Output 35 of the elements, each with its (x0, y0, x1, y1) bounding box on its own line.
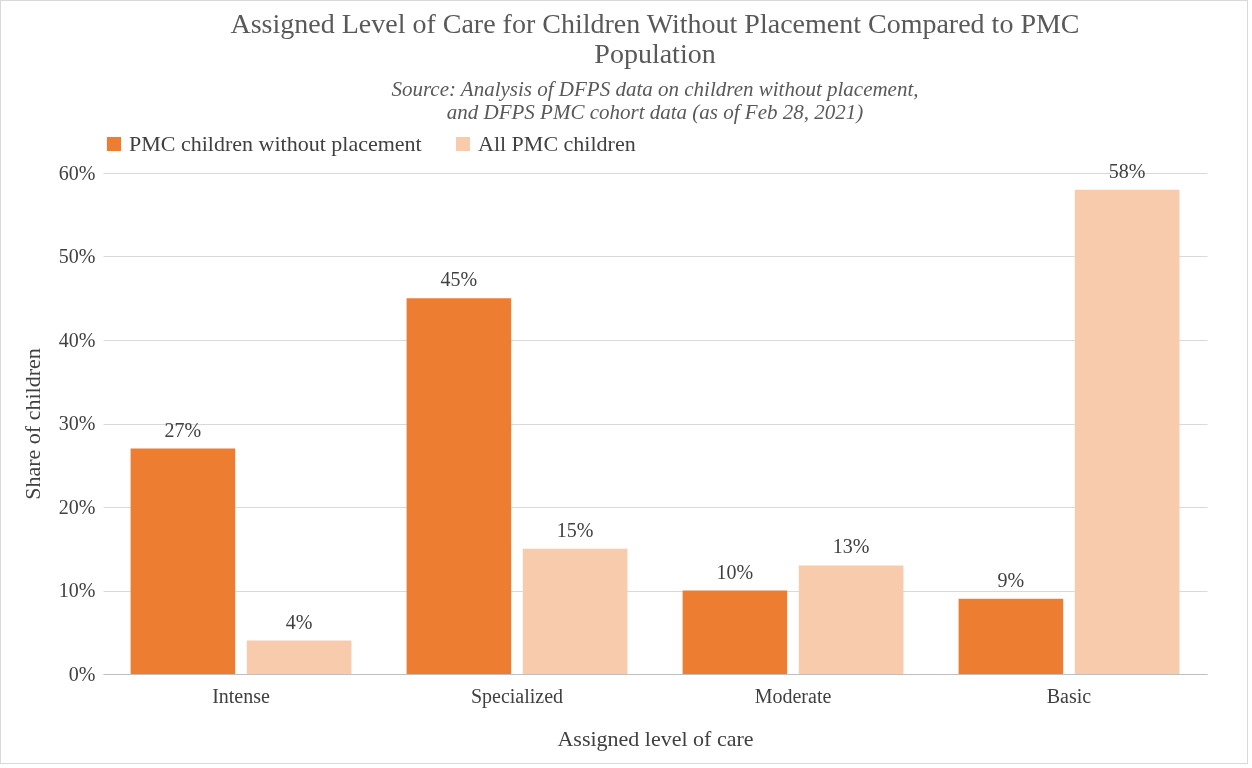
y-axis-title: Share of children (19, 348, 45, 500)
y-tick-label: 10% (58, 579, 96, 601)
bar (682, 590, 788, 674)
x-axis-title: Assigned level of care (557, 725, 754, 751)
text: Assigned Level of Care for Children Without Placement Compared to PMC (230, 8, 1080, 39)
bar (522, 548, 628, 674)
y-tick-label: 0% (68, 662, 96, 685)
x-tick-label: Specialized (470, 684, 564, 708)
bar (958, 598, 1064, 674)
text: and DFPS PMC cohort data (as of Feb 28, 2021) (446, 100, 864, 124)
y-tick-label: 50% (58, 245, 96, 267)
data-label: 15% (556, 518, 594, 541)
bar (406, 298, 512, 674)
text: Population (594, 38, 716, 69)
data-label: 4% (285, 610, 313, 633)
data-label: 27% (164, 418, 202, 441)
data-label: 13% (832, 535, 870, 558)
text: Source: Analysis of DFPS data on children without placement, (391, 77, 919, 101)
data-label: 9% (997, 568, 1025, 591)
data-label: 10% (716, 560, 754, 583)
bar (246, 640, 352, 674)
y-tick-label: 30% (58, 412, 96, 434)
y-tick-label: 20% (58, 495, 96, 518)
x-tick-label: Intense (212, 684, 270, 707)
data-label: 58% (1108, 159, 1146, 182)
data-label: 45% (440, 268, 478, 291)
x-tick-label: Basic (1046, 684, 1092, 707)
bar (1074, 189, 1180, 674)
x-tick-label: Moderate (754, 684, 832, 707)
bar (130, 448, 236, 674)
bar (798, 565, 904, 674)
y-tick-label: 40% (58, 328, 96, 351)
y-tick-label: 60% (58, 161, 96, 184)
legend-label: All PMC children (478, 131, 636, 156)
legend-label: PMC children without placement (129, 131, 422, 156)
